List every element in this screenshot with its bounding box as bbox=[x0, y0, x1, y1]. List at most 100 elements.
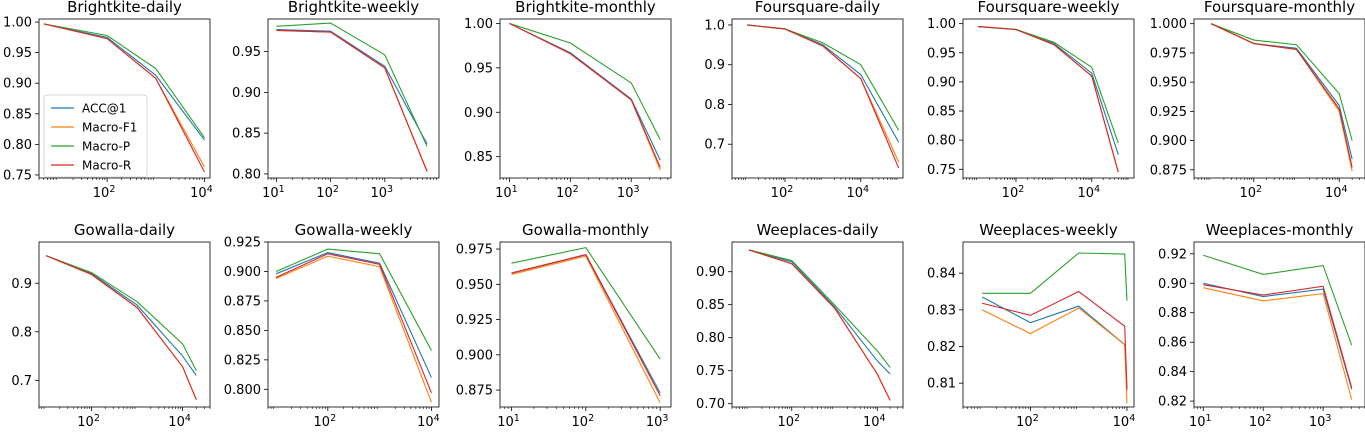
y-tick-label: 0.92 bbox=[1158, 247, 1187, 262]
x-tick-label: 102 bbox=[1249, 413, 1272, 430]
x-tick-label: 103 bbox=[1309, 413, 1332, 430]
subplot: Weeplaces-daily 102 104 0.70 0.75 0.80 0.85 0.9… bbox=[696, 221, 904, 430]
subplot-title: Brightkite-weekly bbox=[288, 0, 419, 16]
y-tick-label: 0.7 bbox=[704, 138, 725, 153]
y-tick-label: 0.950 bbox=[1150, 76, 1187, 91]
series-line-acc-1 bbox=[276, 29, 428, 145]
axes-frame bbox=[267, 18, 440, 179]
legend-label: ACC@1 bbox=[82, 102, 126, 116]
subplot: Gowalla-daily 102 104 0.7 0.8 0.9 bbox=[11, 221, 211, 430]
series-line-macro-r bbox=[511, 254, 661, 396]
y-tick-label: 0.900 bbox=[456, 348, 493, 363]
subplot: Gowalla-monthly 101 102 103 0.875 0.900 0.925 0… bbox=[456, 221, 672, 430]
y-tick-label: 1.00 bbox=[464, 17, 493, 32]
y-tick-label: 0.9 bbox=[704, 58, 725, 73]
x-tick-label: 104 bbox=[190, 184, 213, 201]
axes-frame bbox=[499, 241, 672, 408]
series-line-macro-r bbox=[509, 22, 661, 168]
axes-frame bbox=[38, 241, 211, 408]
series-line-macro-f1 bbox=[276, 29, 428, 171]
subplot: Foursquare-daily 102 104 0.7 0.8 0.9 1.0 bbox=[704, 0, 904, 201]
series-line-macro-p bbox=[511, 247, 661, 360]
series-line-macro-r bbox=[43, 23, 205, 173]
series-line-macro-p bbox=[43, 23, 205, 138]
series-line-acc-1 bbox=[978, 26, 1119, 155]
y-tick-label: 0.95 bbox=[232, 45, 261, 60]
legend-box bbox=[43, 94, 148, 178]
x-tick-label: 104 bbox=[1325, 184, 1348, 201]
series-line-macro-p bbox=[978, 26, 1119, 144]
x-tick-label: 102 bbox=[1016, 413, 1039, 430]
y-tick-label: 0.80 bbox=[3, 138, 32, 153]
y-tick-label: 0.75 bbox=[3, 168, 32, 183]
series-line-acc-1 bbox=[275, 252, 432, 378]
x-tick-label: 104 bbox=[1113, 413, 1136, 430]
x-tick-label: 102 bbox=[771, 184, 794, 201]
y-tick-label: 0.90 bbox=[3, 77, 32, 92]
subplot-title: Gowalla-weekly bbox=[295, 221, 413, 239]
axes-frame bbox=[38, 18, 211, 179]
y-tick-label: 0.875 bbox=[1150, 163, 1187, 178]
series-line-acc-1 bbox=[45, 255, 197, 376]
y-tick-label: 0.925 bbox=[224, 236, 261, 251]
series-line-macro-f1 bbox=[511, 255, 661, 404]
series-line-macro-r bbox=[747, 24, 900, 169]
subplot: Weeplaces-monthly 101 102 103 0.82 0.84 0.86 0.… bbox=[1158, 221, 1365, 430]
series-line-macro-r bbox=[982, 290, 1128, 389]
x-tick-label: 102 bbox=[77, 413, 100, 430]
subplot-title: Weeplaces-daily bbox=[757, 221, 879, 239]
series-line-macro-f1 bbox=[978, 26, 1119, 173]
subplot: Gowalla-weekly 102 104 0.800 0.825 0.850 0.875… bbox=[224, 221, 440, 430]
series-line-macro-r bbox=[1210, 23, 1353, 168]
axes-frame bbox=[962, 241, 1135, 408]
series-line-macro-p bbox=[509, 22, 661, 141]
y-tick-label: 0.85 bbox=[232, 127, 261, 142]
subplot: Brightkite-weekly 101 102 103 0.80 0.85 0.90 0.… bbox=[232, 0, 440, 201]
series-line-macro-p bbox=[276, 22, 428, 147]
x-tick-label: 101 bbox=[497, 413, 520, 430]
y-tick-label: 0.88 bbox=[1158, 306, 1187, 321]
series-line-macro-f1 bbox=[1203, 287, 1353, 400]
y-tick-label: 0.825 bbox=[224, 353, 261, 368]
y-tick-label: 0.80 bbox=[927, 134, 956, 149]
legend-label: Macro-R bbox=[82, 159, 131, 173]
subplot-title: Gowalla-monthly bbox=[522, 221, 649, 239]
y-tick-label: 0.900 bbox=[1150, 134, 1187, 149]
x-tick-label: 102 bbox=[556, 184, 579, 201]
y-tick-label: 0.90 bbox=[232, 86, 261, 101]
y-tick-label: 0.85 bbox=[464, 150, 493, 165]
x-tick-label: 103 bbox=[646, 413, 669, 430]
axes-frame bbox=[1193, 241, 1365, 408]
y-tick-label: 0.84 bbox=[927, 267, 956, 282]
y-tick-label: 0.95 bbox=[464, 61, 493, 76]
x-tick-label: 102 bbox=[314, 413, 337, 430]
subplot-title: Foursquare-weekly bbox=[978, 0, 1120, 16]
subplot: Brightkite-daily 102 104 0.75 0.80 0.85 0.90 0.… bbox=[3, 0, 213, 201]
y-tick-label: 0.875 bbox=[224, 294, 261, 309]
legend: ACC@1 Macro-F1 Macro-P Macro-R bbox=[43, 94, 148, 178]
y-tick-label: 0.80 bbox=[232, 167, 261, 182]
y-tick-label: 0.84 bbox=[1158, 365, 1187, 380]
subplot: Brightkite-monthly 101 102 103 0.85 0.90 0.95 1… bbox=[464, 0, 672, 201]
subplot: Foursquare-weekly 102 104 0.75 0.80 0.85 0.90 0… bbox=[927, 0, 1135, 201]
series-line-acc-1 bbox=[748, 249, 891, 375]
y-tick-label: 0.75 bbox=[696, 364, 725, 379]
y-tick-label: 0.81 bbox=[927, 377, 956, 392]
y-tick-label: 0.86 bbox=[1158, 336, 1187, 351]
y-tick-label: 0.75 bbox=[927, 163, 956, 178]
x-tick-label: 101 bbox=[1189, 413, 1212, 430]
y-tick-label: 0.95 bbox=[927, 46, 956, 61]
legend-label: Macro-F1 bbox=[82, 121, 137, 135]
subplot-title: Foursquare-monthly bbox=[1204, 0, 1355, 16]
series-line-macro-f1 bbox=[45, 255, 197, 400]
series-line-macro-r bbox=[748, 249, 891, 401]
y-tick-label: 1.00 bbox=[927, 17, 956, 32]
y-tick-label: 0.975 bbox=[1150, 46, 1187, 61]
y-tick-label: 0.900 bbox=[224, 265, 261, 280]
subplot-title: Foursquare-daily bbox=[755, 0, 881, 16]
y-tick-label: 0.975 bbox=[456, 243, 493, 258]
y-tick-label: 0.85 bbox=[696, 298, 725, 313]
series-line-macro-r bbox=[45, 255, 197, 400]
series-line-macro-p bbox=[1210, 23, 1353, 141]
series-line-macro-r bbox=[1203, 284, 1353, 388]
